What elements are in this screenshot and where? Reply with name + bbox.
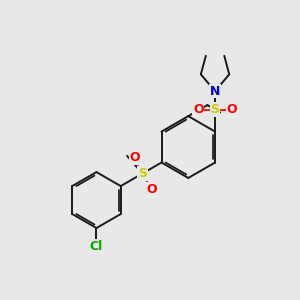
Text: O: O bbox=[130, 152, 140, 164]
Text: Cl: Cl bbox=[90, 240, 103, 253]
Text: S: S bbox=[138, 167, 147, 180]
Text: O: O bbox=[193, 103, 204, 116]
Text: O: O bbox=[146, 183, 157, 196]
Text: O: O bbox=[226, 103, 237, 116]
Text: N: N bbox=[210, 85, 220, 98]
Text: S: S bbox=[211, 103, 220, 116]
